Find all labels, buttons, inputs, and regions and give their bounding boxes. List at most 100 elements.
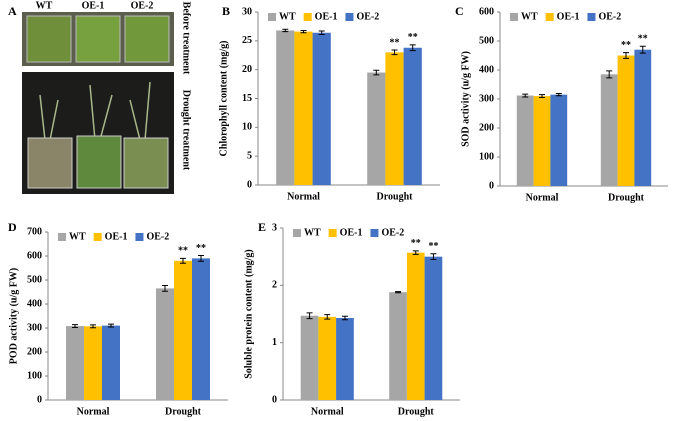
- bar: [367, 72, 386, 185]
- x-tick-label: Drought: [165, 406, 202, 417]
- legend-label: WT: [304, 227, 321, 238]
- bar: [424, 256, 443, 400]
- significance: **: [411, 238, 421, 249]
- error-bar: [198, 255, 204, 262]
- error-bar: [306, 312, 313, 320]
- y-tick-label: 0: [247, 179, 252, 190]
- y-tick-label: 2: [272, 280, 277, 291]
- y-tick-label: 500: [27, 274, 42, 285]
- y-tick-label: 200: [27, 346, 42, 357]
- x-tick-label: Normal: [311, 406, 344, 417]
- error-bar: [522, 93, 529, 98]
- bar: [634, 49, 652, 187]
- error-bar: [282, 28, 289, 33]
- y-tick-label: 200: [479, 122, 494, 133]
- error-bar: [72, 324, 78, 329]
- pot: [124, 15, 170, 63]
- bar: [600, 74, 618, 186]
- error-bar: [606, 70, 613, 79]
- error-bar: [555, 92, 562, 97]
- panel-label: A: [8, 4, 17, 18]
- panel-label: E: [258, 220, 266, 234]
- y-tick-label: 100: [479, 151, 494, 162]
- bar: [406, 252, 425, 400]
- bar: [516, 95, 534, 186]
- photo-panel: A WT OE-1 OE-2 Before treatment Drought …: [8, 0, 192, 194]
- error-bar: [539, 94, 545, 99]
- panel-label: C: [455, 4, 464, 18]
- y-tick-label: 300: [27, 322, 42, 333]
- column-label: OE-2: [131, 0, 154, 11]
- bar: [192, 258, 210, 400]
- pot: [123, 137, 169, 189]
- bar: [174, 260, 192, 400]
- y-axis-label: POD activity (u/g FW): [8, 268, 19, 364]
- significance: **: [178, 246, 188, 257]
- error-bar: [300, 29, 307, 34]
- y-tick-label: 100: [27, 370, 42, 381]
- error-bar: [395, 291, 402, 294]
- legend-label: OE-1: [340, 227, 363, 238]
- bar: [312, 32, 331, 186]
- bar: [294, 31, 313, 186]
- error-bar: [318, 30, 325, 35]
- y-tick-label: 15: [242, 93, 252, 104]
- bar: [276, 30, 295, 185]
- stems: [39, 81, 151, 141]
- legend-swatch: [328, 229, 337, 237]
- y-tick-label: 400: [27, 298, 42, 309]
- y-tick-label: 0: [272, 394, 277, 405]
- legend-label: WT: [279, 11, 296, 22]
- pot: [27, 137, 73, 189]
- legend-label: OE-1: [557, 11, 580, 22]
- y-axis-label: Chlorophyll content (mg/g): [218, 41, 229, 157]
- y-tick-label: 30: [242, 6, 252, 17]
- error-bar: [391, 49, 398, 56]
- y-axis-label: Soluble protein content (mg/g): [243, 249, 254, 379]
- legend-swatch: [303, 13, 312, 21]
- bar: [385, 52, 404, 185]
- error-bar: [180, 257, 186, 264]
- x-tick-label: Normal: [77, 406, 110, 417]
- pot: [75, 15, 121, 63]
- bar: [66, 326, 84, 400]
- legend-label: OE-1: [315, 11, 338, 22]
- bar: [533, 96, 551, 186]
- y-tick-label: 600: [27, 250, 42, 261]
- error-bar: [341, 315, 348, 321]
- legend-label: OE-2: [356, 11, 379, 22]
- y-tick-label: 400: [479, 64, 494, 75]
- legend-label: WT: [69, 231, 86, 242]
- x-tick-label: Drought: [608, 192, 645, 203]
- legend-swatch: [545, 13, 554, 21]
- error-bar: [412, 250, 419, 255]
- significance: **: [196, 243, 206, 254]
- legend-label: WT: [521, 11, 538, 22]
- legend-swatch: [370, 229, 379, 237]
- y-tick-label: 0: [37, 394, 42, 405]
- bar: [403, 47, 422, 186]
- error-bar: [639, 45, 646, 54]
- legend-swatch: [510, 13, 518, 21]
- legend-swatch: [93, 233, 102, 241]
- x-tick-label: Drought: [398, 406, 435, 417]
- y-tick-label: 20: [242, 64, 252, 75]
- error-bar: [373, 69, 380, 76]
- significance: **: [428, 241, 438, 252]
- x-tick-label: Normal: [526, 192, 559, 203]
- column-label: WT: [36, 0, 53, 11]
- y-tick-label: 5: [247, 150, 252, 161]
- legend-label: OE-2: [598, 11, 621, 22]
- error-bar: [108, 323, 114, 328]
- bar: [617, 55, 635, 186]
- legend-label: OE-2: [146, 231, 169, 242]
- bar: [156, 288, 174, 400]
- y-tick-label: 0: [489, 180, 494, 191]
- error-bar: [162, 285, 168, 292]
- bar: [84, 326, 102, 400]
- row-label: Before treatment: [181, 2, 192, 75]
- y-tick-label: 1: [272, 337, 277, 348]
- bar: [102, 325, 120, 400]
- x-tick-label: Drought: [377, 191, 414, 202]
